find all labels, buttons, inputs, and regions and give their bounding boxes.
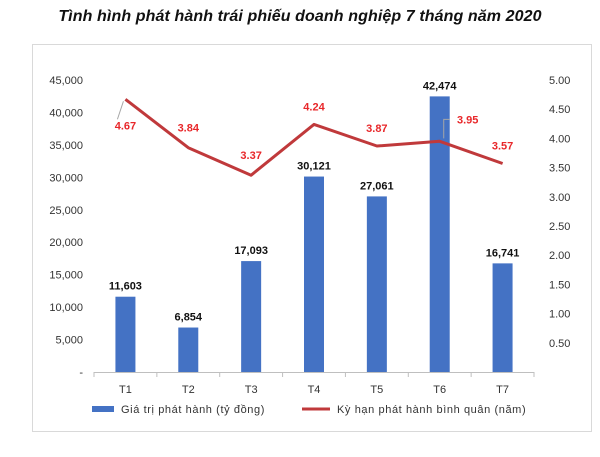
bar — [178, 327, 199, 372]
right-axis-tick-label: 5.00 — [549, 75, 570, 87]
x-axis-tick-label: T7 — [496, 384, 509, 396]
left-axis-tick-label: 5,000 — [55, 335, 83, 347]
chart-title: Tình hình phát hành trái phiếu doanh ngh… — [58, 8, 542, 25]
line-data-label: 3.84 — [178, 123, 200, 135]
right-axis-tick-label: 4.50 — [549, 104, 570, 116]
bar — [304, 176, 324, 372]
line-data-label: 4.24 — [303, 101, 325, 113]
left-axis-tick-label: 45,000 — [49, 75, 83, 87]
bar-data-label: 6,854 — [175, 312, 203, 324]
right-axis-tick-label: 2.00 — [549, 250, 570, 262]
bar-data-label: 30,121 — [297, 161, 331, 173]
bar — [115, 296, 136, 372]
left-axis-tick-label: - — [79, 367, 83, 379]
left-axis-tick-label: 15,000 — [49, 270, 83, 282]
x-axis-tick-label: T6 — [433, 384, 446, 396]
line-data-label: 3.57 — [492, 141, 513, 153]
left-axis-tick-label: 40,000 — [49, 107, 83, 119]
right-axis: 0.50 1.00 1.50 2.00 2.50 3.00 3.50 4.00 4.50 5.00 — [549, 75, 570, 350]
chart-frame — [32, 44, 592, 432]
right-axis-tick-label: 4.00 — [549, 133, 570, 145]
left-axis: - 5,000 10,000 15,000 20,000 25,000 30,000 35,0… — [49, 75, 83, 379]
line-data-label: 3.37 — [240, 150, 261, 162]
legend-bar-label: Giá trị phát hành (tỷ đồng) — [121, 404, 265, 416]
left-axis-tick-label: 10,000 — [49, 302, 83, 314]
right-axis-tick-label: 3.50 — [549, 163, 570, 175]
x-axis-ticks: T1 T2 T3 T4 T5 T6 T7 — [93, 372, 535, 396]
bar-series — [115, 96, 513, 372]
bar-data-labels: 11,603 6,854 17,093 30,121 27,061 42,474 16,74… — [109, 80, 519, 323]
line-data-label: 4.67 — [115, 120, 136, 132]
data-label-leader — [116, 101, 124, 120]
left-axis-tick-label: 30,000 — [49, 172, 83, 184]
left-axis-tick-label: 20,000 — [49, 237, 83, 249]
bar-data-label: 27,061 — [360, 180, 394, 192]
x-axis-tick-label: T4 — [308, 384, 321, 396]
line-series — [124, 98, 504, 177]
line-data-label: 3.95 — [457, 114, 478, 126]
bar — [366, 196, 387, 372]
right-axis-tick-label: 3.00 — [549, 192, 570, 204]
bar-data-label: 17,093 — [234, 245, 268, 257]
line-data-labels: 4.67 3.84 3.37 4.24 3.87 3.95 3.57 — [115, 101, 513, 162]
right-axis-tick-label: 2.50 — [549, 221, 570, 233]
x-axis-tick-label: T5 — [370, 384, 383, 396]
left-axis-tick-label: 35,000 — [49, 140, 83, 152]
data-label-leader — [443, 118, 450, 139]
x-axis-tick-label: T1 — [119, 384, 132, 396]
bar-data-label: 42,474 — [423, 80, 458, 92]
legend-bar-swatch — [92, 406, 114, 412]
bar — [429, 96, 450, 372]
left-axis-tick-label: 25,000 — [49, 205, 83, 217]
line-data-label: 3.87 — [366, 123, 387, 135]
bar — [492, 263, 513, 372]
bar-data-label: 11,603 — [109, 281, 142, 293]
x-axis-tick-label: T2 — [182, 384, 195, 396]
right-axis-tick-label: 0.50 — [549, 338, 570, 350]
x-axis-tick-label: T3 — [245, 384, 258, 396]
legend: Giá trị phát hành (tỷ đồng) Kỳ hạn phát … — [92, 404, 526, 416]
bar-data-label: 16,741 — [486, 247, 520, 259]
legend-line-label: Kỳ hạn phát hành bình quân (năm) — [337, 404, 526, 416]
bar — [241, 261, 262, 372]
right-axis-tick-label: 1.50 — [549, 279, 570, 291]
right-axis-tick-label: 1.00 — [549, 309, 570, 321]
